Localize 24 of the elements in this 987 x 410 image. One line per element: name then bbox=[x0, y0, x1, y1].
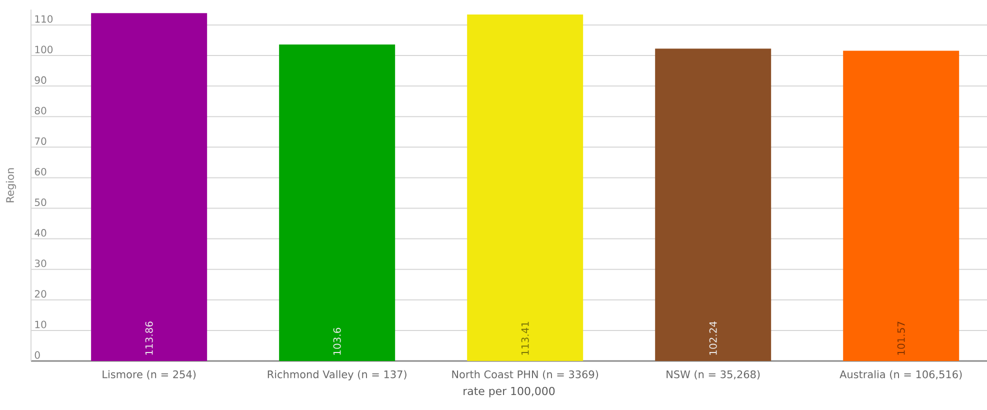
y-tick-label: 0 bbox=[34, 351, 40, 359]
data-label: 103.6 bbox=[333, 328, 341, 355]
y-axis-title: Region bbox=[6, 168, 16, 202]
x-tick-label: North Coast PHN (n = 3369) bbox=[452, 370, 598, 380]
x-tick-label: Lismore (n = 254) bbox=[102, 370, 196, 380]
x-tick-label: Australia (n = 106,516) bbox=[840, 370, 962, 380]
y-tick-label: 50 bbox=[34, 198, 46, 206]
y-tick-label: 100 bbox=[35, 46, 53, 54]
y-tick-label: 90 bbox=[34, 76, 46, 84]
x-tick-label: Richmond Valley (n = 137) bbox=[268, 370, 406, 380]
y-tick-label: 40 bbox=[34, 229, 46, 237]
y-tick-label: 10 bbox=[35, 320, 46, 328]
data-label: 102.24 bbox=[709, 322, 717, 355]
x-tick-label: NSW (n = 35,268) bbox=[666, 370, 760, 380]
y-tick-label: 30 bbox=[34, 260, 46, 268]
data-label: 113.86 bbox=[145, 322, 153, 355]
y-tick-label: 110 bbox=[35, 15, 53, 23]
y-tick-label: 80 bbox=[34, 106, 46, 114]
y-tick-label: 60 bbox=[34, 168, 46, 176]
data-label: 113.41 bbox=[521, 322, 529, 355]
y-tick-label: 70 bbox=[35, 137, 46, 145]
y-tick-label: 20 bbox=[34, 290, 46, 298]
data-label: 101.57 bbox=[897, 322, 905, 355]
x-axis-title: rate per 100,000 bbox=[464, 386, 555, 398]
